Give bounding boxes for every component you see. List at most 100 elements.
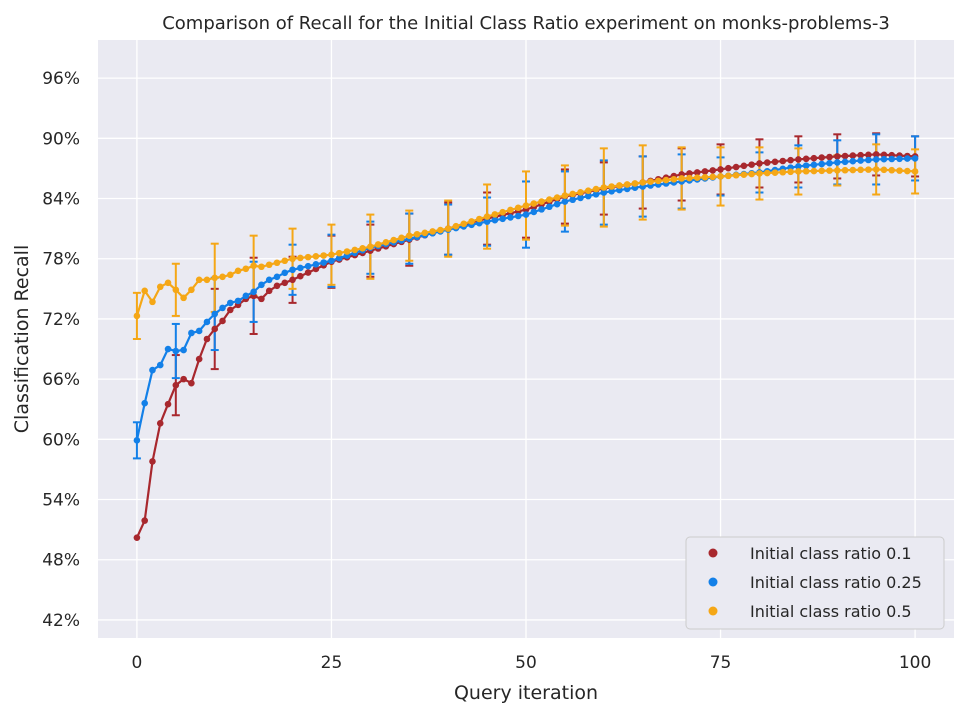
data-point-s1-58: [584, 192, 592, 200]
data-point-s2-10: [211, 274, 219, 282]
x-axis-label: Query iteration: [454, 682, 598, 704]
data-point-s2-73: [701, 173, 709, 181]
data-point-s2-24: [320, 252, 327, 259]
data-point-s1-19: [281, 269, 289, 277]
data-point-s2-78: [740, 171, 748, 178]
legend-marker-ratio-0-25: [708, 577, 718, 587]
data-point-s1-98: [896, 155, 903, 163]
data-point-s2-23: [312, 253, 320, 260]
data-point-s2-41: [452, 222, 460, 230]
data-point-s2-17: [265, 261, 273, 269]
data-point-s0-23: [312, 265, 320, 273]
data-point-s2-87: [810, 167, 818, 175]
data-point-s0-0: [133, 534, 141, 541]
data-point-s2-50: [522, 202, 530, 209]
data-point-s1-90: [833, 159, 841, 166]
data-point-s2-8: [195, 276, 203, 284]
data-point-s1-8: [195, 327, 203, 335]
data-point-s0-72: [693, 169, 701, 176]
data-point-s2-4: [164, 279, 172, 287]
data-point-s0-93: [857, 151, 864, 159]
data-point-s1-20: [289, 266, 296, 274]
y-tick-label-0: 42%: [42, 611, 80, 631]
x-tick-label-2: 50: [515, 653, 537, 673]
data-point-s0-90: [833, 153, 841, 160]
data-point-s1-25: [328, 257, 335, 265]
data-point-s1-46: [491, 216, 499, 224]
data-point-s2-32: [382, 238, 390, 246]
data-point-s2-79: [748, 170, 755, 178]
data-point-s2-48: [507, 206, 514, 214]
data-point-s1-86: [802, 162, 810, 169]
data-point-s2-91: [841, 166, 849, 174]
data-point-s0-9: [203, 335, 211, 343]
data-point-s1-26: [335, 254, 343, 262]
data-point-s1-60: [600, 189, 608, 196]
data-point-s1-93: [857, 157, 864, 164]
data-point-s0-95: [872, 151, 880, 158]
data-point-s2-7: [188, 286, 195, 294]
data-point-s0-2: [149, 458, 156, 465]
data-point-s2-62: [616, 182, 623, 189]
data-point-s1-52: [538, 206, 545, 213]
data-point-s2-16: [258, 263, 265, 271]
data-point-s2-95: [872, 166, 880, 173]
data-point-s2-18: [273, 259, 281, 267]
data-point-s1-87: [810, 161, 818, 169]
data-point-s1-2: [149, 366, 156, 374]
y-axis-label: Classification Recall: [11, 245, 33, 433]
data-point-s2-71: [686, 174, 693, 182]
data-point-s2-69: [670, 175, 678, 183]
y-tick-label-4: 66%: [42, 370, 80, 390]
data-point-s2-26: [335, 249, 343, 257]
data-point-s0-1: [141, 517, 148, 524]
y-tick-label-6: 78%: [42, 250, 80, 270]
data-point-s2-46: [491, 211, 499, 218]
data-point-s2-42: [460, 220, 468, 228]
data-point-s1-17: [265, 276, 273, 284]
data-point-s1-7: [188, 329, 195, 337]
data-point-s0-20: [289, 276, 296, 284]
data-point-s0-4: [164, 400, 172, 408]
data-point-s2-6: [180, 294, 187, 302]
data-point-s0-84: [787, 156, 794, 164]
data-point-s2-44: [476, 215, 483, 223]
data-point-s0-5: [172, 381, 180, 389]
data-point-s2-98: [896, 167, 903, 174]
data-point-s2-31: [374, 241, 382, 248]
data-point-s1-88: [818, 160, 826, 168]
data-point-s2-56: [569, 190, 576, 198]
data-point-s1-95: [872, 156, 880, 163]
data-point-s0-83: [779, 157, 787, 165]
data-point-s2-29: [359, 244, 366, 252]
data-point-s2-67: [654, 177, 662, 185]
data-point-s2-55: [561, 192, 569, 199]
data-point-s2-74: [709, 173, 717, 181]
data-point-s2-94: [865, 166, 872, 173]
data-point-s0-10: [211, 325, 219, 333]
data-point-s0-6: [180, 375, 187, 383]
data-point-s2-76: [725, 172, 732, 180]
data-point-s2-49: [514, 204, 522, 212]
data-point-s0-11: [219, 317, 226, 325]
legend-label-ratio-0-5: Initial class ratio 0.5: [750, 602, 912, 621]
data-point-s2-61: [608, 183, 615, 190]
y-axis-ticks: 42% 48% 54% 60% 66% 72% 78% 84% 90% 96%: [42, 69, 80, 631]
data-point-s1-45: [483, 218, 491, 225]
data-point-s1-23: [312, 261, 320, 268]
data-point-s2-63: [623, 181, 631, 188]
data-point-s1-13: [234, 297, 242, 305]
data-point-s2-59: [592, 185, 600, 193]
data-point-s2-84: [787, 168, 794, 176]
data-point-s1-14: [242, 292, 250, 300]
data-point-s1-5: [172, 347, 180, 355]
data-point-s1-21: [297, 264, 304, 272]
data-point-s0-79: [748, 161, 755, 168]
data-point-s1-15: [250, 288, 257, 296]
data-point-s0-82: [771, 158, 779, 166]
data-point-s2-89: [826, 167, 833, 174]
y-tick-label-8: 90%: [42, 129, 80, 149]
data-point-s1-57: [577, 194, 584, 202]
data-point-s2-43: [468, 218, 475, 225]
data-point-s1-92: [849, 157, 857, 165]
